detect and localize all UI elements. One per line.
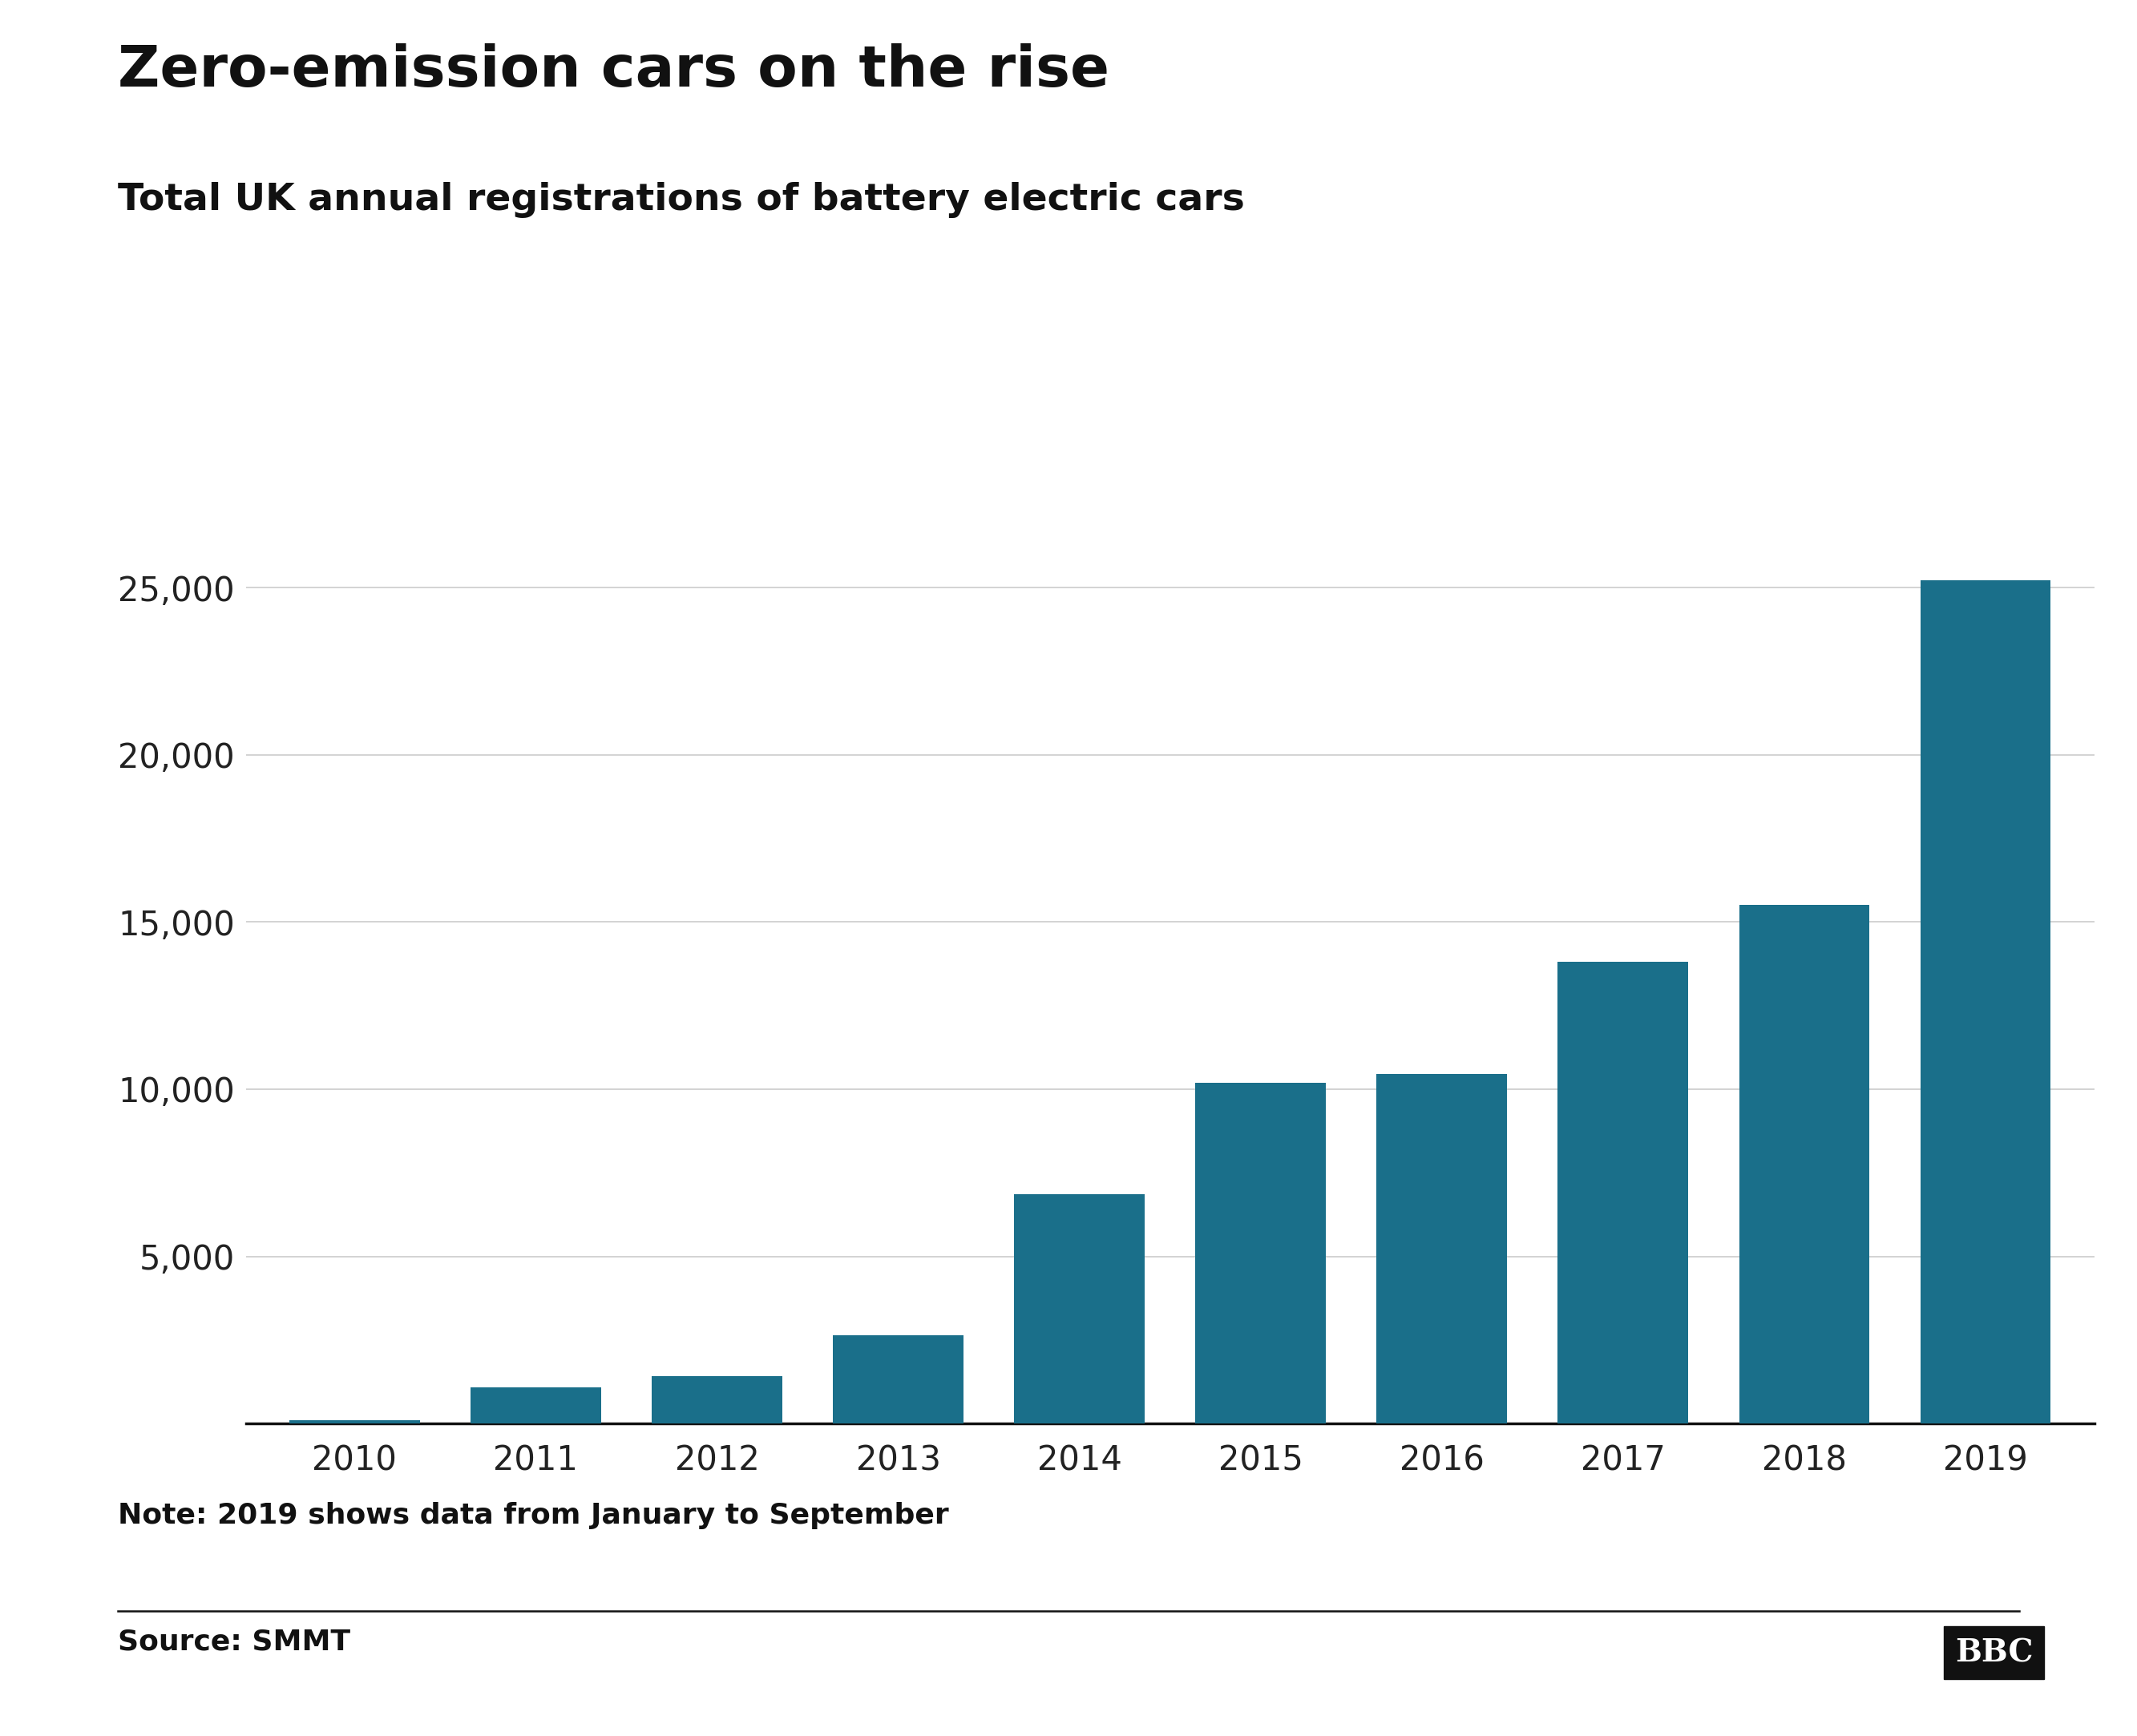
Text: Total UK annual registrations of battery electric cars: Total UK annual registrations of battery… [118, 182, 1244, 219]
Bar [1921, 580, 2052, 1424]
Text: Note: 2019 shows data from January to September: Note: 2019 shows data from January to Se… [118, 1502, 949, 1529]
Bar [1558, 962, 1688, 1424]
Text: Source: SMMT: Source: SMMT [118, 1628, 350, 1656]
Bar [470, 1387, 600, 1424]
Bar [1195, 1083, 1325, 1424]
Bar [1376, 1075, 1507, 1424]
Bar [1015, 1194, 1145, 1424]
Bar [833, 1335, 964, 1424]
Bar [652, 1377, 782, 1424]
Bar [288, 1420, 419, 1424]
Text: Zero-emission cars on the rise: Zero-emission cars on the rise [118, 43, 1109, 99]
Bar [1740, 904, 1870, 1424]
Text: BBC: BBC [1955, 1637, 2032, 1668]
